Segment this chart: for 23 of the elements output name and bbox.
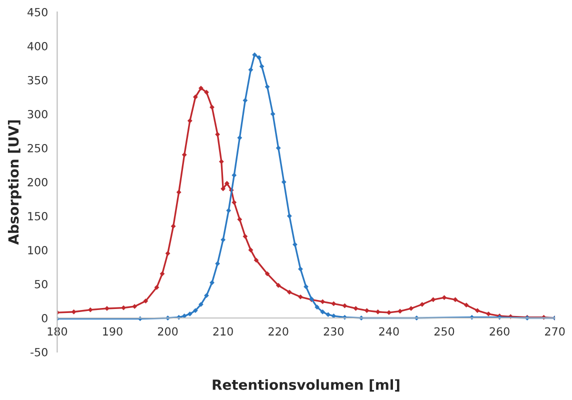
y-tick-label: 450 xyxy=(28,8,48,16)
x-tick-label: 260 xyxy=(490,327,510,336)
y-tick-label: 50 xyxy=(34,280,48,288)
x-tick-label: 250 xyxy=(434,327,454,336)
x-tick-label: 200 xyxy=(158,327,178,336)
x-tick-label: 270 xyxy=(545,327,565,336)
y-tick-label: 100 xyxy=(28,246,48,254)
x-tick-label: 190 xyxy=(103,327,122,336)
y-tick-label: 350 xyxy=(28,76,48,84)
y-tick-label: 400 xyxy=(28,42,48,50)
y-tick-label: 150 xyxy=(28,212,48,220)
x-tick-label: 220 xyxy=(268,327,288,336)
y-tick-label: 200 xyxy=(28,178,48,186)
x-tick-label: 240 xyxy=(379,327,399,336)
x-tick-label: 180 xyxy=(48,327,68,336)
y-tick-label: 300 xyxy=(28,110,48,118)
y-axis-title: Absorption [UV] xyxy=(8,120,22,245)
x-axis-title: Retentionsvolumen [ml] xyxy=(212,379,400,392)
y-tick-label: 0 xyxy=(42,314,48,322)
x-tick-label: 230 xyxy=(324,327,344,336)
x-tick-label: 210 xyxy=(213,327,233,336)
y-tick-label: 250 xyxy=(28,144,48,152)
y-tick-label: -50 xyxy=(30,348,48,356)
